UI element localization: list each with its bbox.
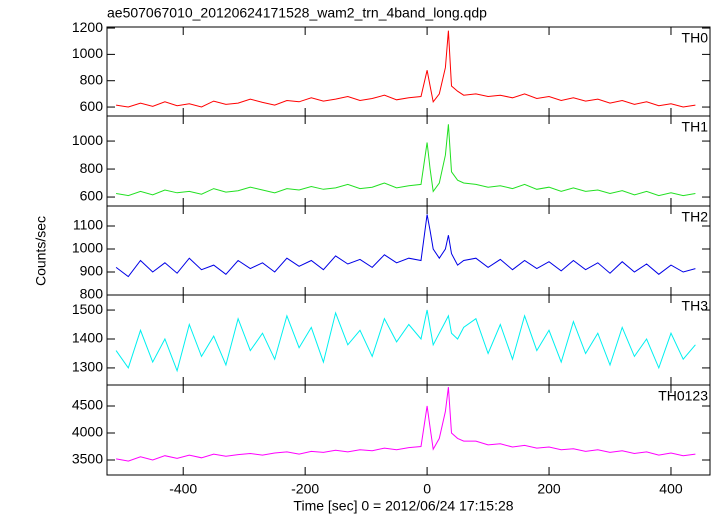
data-line <box>116 387 696 462</box>
y-tick-label: 1000 <box>72 240 103 256</box>
chart-title: ae507067010_20120624171528_wam2_trn_4ban… <box>107 5 487 21</box>
panel-frame <box>106 115 711 207</box>
panel-label: TH0123 <box>658 388 708 404</box>
x-axis-label: Time [sec] 0 = 2012/06/24 17:15:28 <box>293 498 513 514</box>
panel-frame <box>106 294 711 386</box>
panel-label: TH1 <box>682 119 709 135</box>
panel-label: TH0 <box>682 30 709 46</box>
panel-label: TH2 <box>682 209 709 225</box>
x-tick-label: -200 <box>291 481 319 497</box>
y-tick-label: 1400 <box>72 330 103 346</box>
y-tick-label: 3500 <box>72 451 103 467</box>
y-tick-label: 1000 <box>72 45 103 61</box>
y-tick-label: 600 <box>80 98 104 114</box>
y-tick-label: 1500 <box>72 301 103 317</box>
y-tick-label: 800 <box>80 286 104 302</box>
x-tick-label: -400 <box>169 481 197 497</box>
y-tick-label: 800 <box>80 71 104 87</box>
panel-label: TH3 <box>682 298 709 314</box>
y-tick-label: 600 <box>80 188 104 204</box>
y-tick-label: 1100 <box>73 217 103 233</box>
x-tick-label: 200 <box>537 481 561 497</box>
y-tick-label: 900 <box>80 263 104 279</box>
y-axis-label: Counts/sec <box>33 216 49 286</box>
y-tick-label: 800 <box>80 160 104 176</box>
data-line <box>116 124 696 197</box>
panel-frame <box>106 26 711 117</box>
panel-frame <box>106 205 711 296</box>
x-tick-label: 0 <box>423 481 431 497</box>
y-tick-label: 1000 <box>72 132 103 148</box>
y-tick-label: 4500 <box>72 397 103 413</box>
data-line <box>116 30 696 108</box>
data-line <box>115 309 696 373</box>
y-tick-label: 1300 <box>72 359 103 375</box>
panel-frame <box>106 384 711 476</box>
data-line <box>115 214 696 278</box>
y-tick-label: 4000 <box>72 424 103 440</box>
x-tick-label: 400 <box>659 481 683 497</box>
y-tick-label: 1200 <box>72 19 103 35</box>
